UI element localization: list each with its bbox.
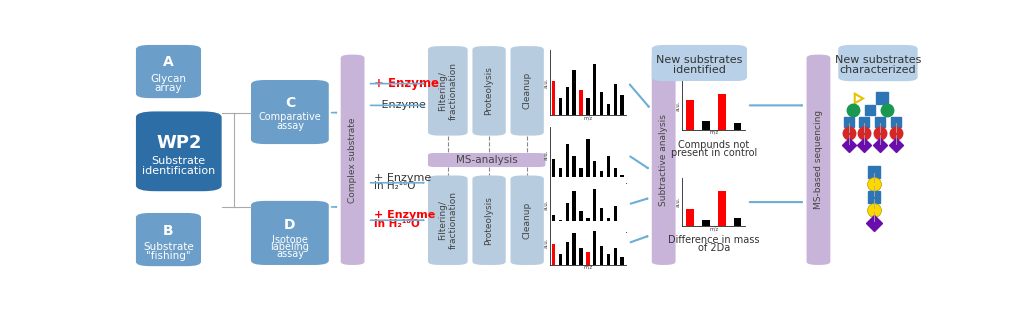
- Text: Filtering/
fractionation: Filtering/ fractionation: [438, 191, 458, 249]
- FancyBboxPatch shape: [341, 55, 365, 265]
- Text: Proteolysis: Proteolysis: [484, 67, 494, 115]
- Text: array: array: [155, 84, 182, 94]
- Text: identification: identification: [142, 166, 215, 176]
- Text: + Enzyme: + Enzyme: [374, 210, 435, 220]
- Text: WP2: WP2: [156, 134, 202, 152]
- FancyBboxPatch shape: [428, 46, 468, 136]
- Text: + Enzyme: + Enzyme: [374, 77, 439, 90]
- Text: Subtractive analysis: Subtractive analysis: [659, 114, 669, 206]
- Text: C: C: [285, 96, 295, 110]
- FancyBboxPatch shape: [511, 176, 544, 265]
- Text: present in control: present in control: [671, 148, 757, 158]
- Text: in H₂¹⁸O: in H₂¹⁸O: [374, 219, 420, 229]
- Text: Isotope: Isotope: [272, 235, 308, 245]
- Text: in H₂¹⁶O: in H₂¹⁶O: [374, 181, 416, 191]
- Text: D: D: [284, 218, 296, 232]
- Text: identified: identified: [673, 65, 726, 75]
- Text: Difference in mass: Difference in mass: [668, 235, 760, 245]
- Text: characterized: characterized: [840, 65, 916, 75]
- Text: Cleanup: Cleanup: [522, 72, 531, 110]
- Text: New substrates: New substrates: [835, 55, 922, 65]
- FancyBboxPatch shape: [251, 80, 329, 144]
- Text: New substrates: New substrates: [656, 55, 742, 65]
- Text: Proteolysis: Proteolysis: [484, 196, 494, 245]
- FancyBboxPatch shape: [511, 46, 544, 136]
- Text: Cleanup: Cleanup: [522, 202, 531, 239]
- Text: + Enzyme: + Enzyme: [374, 173, 431, 183]
- Text: - Enzyme: - Enzyme: [374, 100, 426, 111]
- Text: assay: assay: [275, 249, 304, 259]
- Text: Filtering/
fractionation: Filtering/ fractionation: [438, 62, 458, 120]
- Text: B: B: [163, 224, 174, 238]
- Text: MS-analysis: MS-analysis: [456, 155, 517, 165]
- Text: MS-based sequencing: MS-based sequencing: [814, 110, 823, 209]
- Text: assay: assay: [275, 121, 304, 131]
- Text: Glycan: Glycan: [151, 74, 186, 84]
- FancyBboxPatch shape: [428, 176, 468, 265]
- Text: of 2Da: of 2Da: [697, 242, 730, 252]
- Text: Complex substrate: Complex substrate: [348, 117, 357, 203]
- Text: "fishing": "fishing": [146, 252, 190, 262]
- FancyBboxPatch shape: [428, 153, 546, 167]
- FancyBboxPatch shape: [136, 45, 201, 98]
- Text: A: A: [163, 55, 174, 69]
- FancyBboxPatch shape: [251, 201, 329, 265]
- Text: Substrate: Substrate: [152, 156, 206, 166]
- FancyBboxPatch shape: [652, 55, 676, 265]
- Text: Compunds not: Compunds not: [678, 140, 750, 150]
- Text: Comparative: Comparative: [258, 112, 322, 122]
- FancyBboxPatch shape: [472, 176, 506, 265]
- FancyBboxPatch shape: [652, 45, 748, 81]
- FancyBboxPatch shape: [472, 46, 506, 136]
- FancyBboxPatch shape: [136, 213, 201, 266]
- FancyBboxPatch shape: [136, 111, 221, 191]
- Text: labeling: labeling: [270, 242, 309, 252]
- FancyBboxPatch shape: [807, 55, 830, 265]
- FancyBboxPatch shape: [839, 45, 918, 81]
- Text: Substrate: Substrate: [143, 242, 194, 252]
